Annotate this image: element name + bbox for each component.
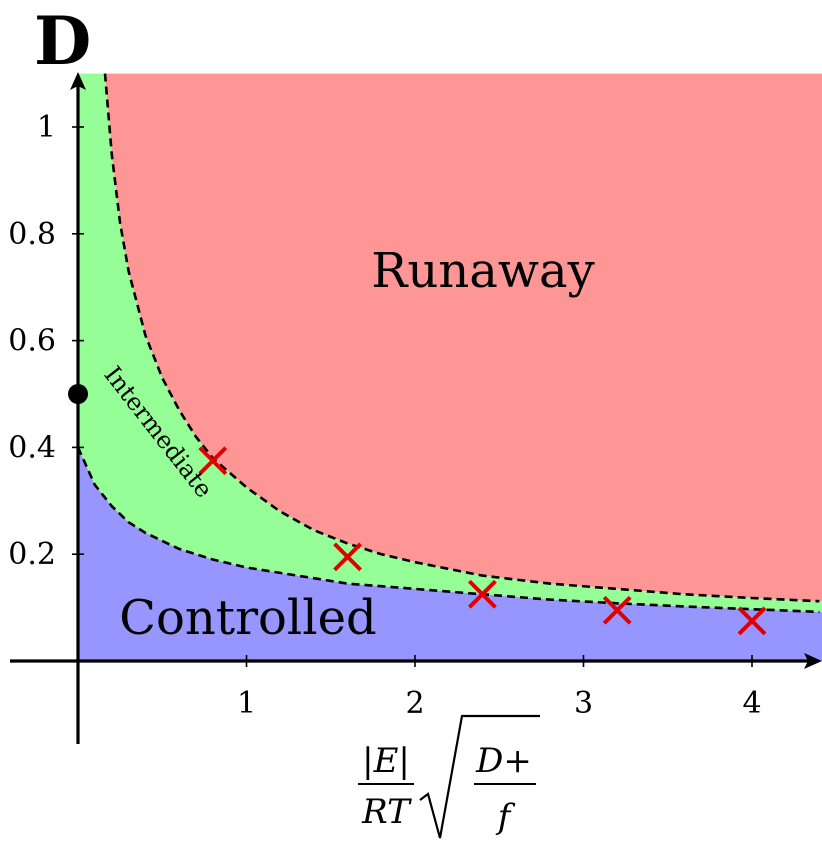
sqrt-sign: [419, 714, 540, 839]
x-label-numerator: |E|: [362, 741, 410, 781]
x-label-denominator: RT: [361, 792, 412, 832]
x-tick-label: 2: [405, 686, 424, 721]
x-axis-label: |E| RT D+ f: [358, 714, 540, 839]
y-tick-label: 0.2: [8, 537, 56, 572]
y-tick-label: 0.8: [8, 217, 56, 252]
boundaries-layer: [76, 73, 820, 614]
x-tick-label: 4: [742, 686, 761, 721]
panel-label: D: [34, 2, 91, 80]
runaway-label: Runaway: [371, 243, 594, 299]
controlled-label: Controlled: [119, 590, 377, 646]
x-label-sqrt-denominator: f: [495, 797, 516, 837]
regions-layer: [78, 73, 822, 661]
runaway-region: [104, 73, 822, 602]
x-label-sqrt-numerator: D+: [475, 741, 532, 781]
axes-layer: [10, 72, 822, 744]
data-point-cross: [737, 606, 767, 636]
data-point-dot: [68, 384, 88, 404]
controlled-region: [78, 447, 822, 661]
data-point-cross: [602, 595, 632, 625]
data-point-cross: [198, 446, 228, 476]
y-tick-label: 0.4: [8, 430, 56, 465]
data-point-cross: [333, 542, 363, 572]
y-axis-arrowhead: [70, 72, 86, 90]
x-tick-label: 3: [574, 686, 593, 721]
x-axis-arrowhead: [804, 653, 822, 669]
lower-boundary-line: [76, 446, 820, 614]
y-tick-label: 1: [37, 110, 56, 145]
markers-layer: [68, 384, 767, 636]
upper-boundary-line: [103, 73, 820, 603]
data-point-cross: [467, 579, 497, 609]
ticks-layer: 1 2 3 4 0.2 0.4 0.6 0.8 1: [8, 110, 761, 721]
y-tick-label: 0.6: [8, 324, 56, 359]
x-tick-label: 1: [237, 686, 256, 721]
